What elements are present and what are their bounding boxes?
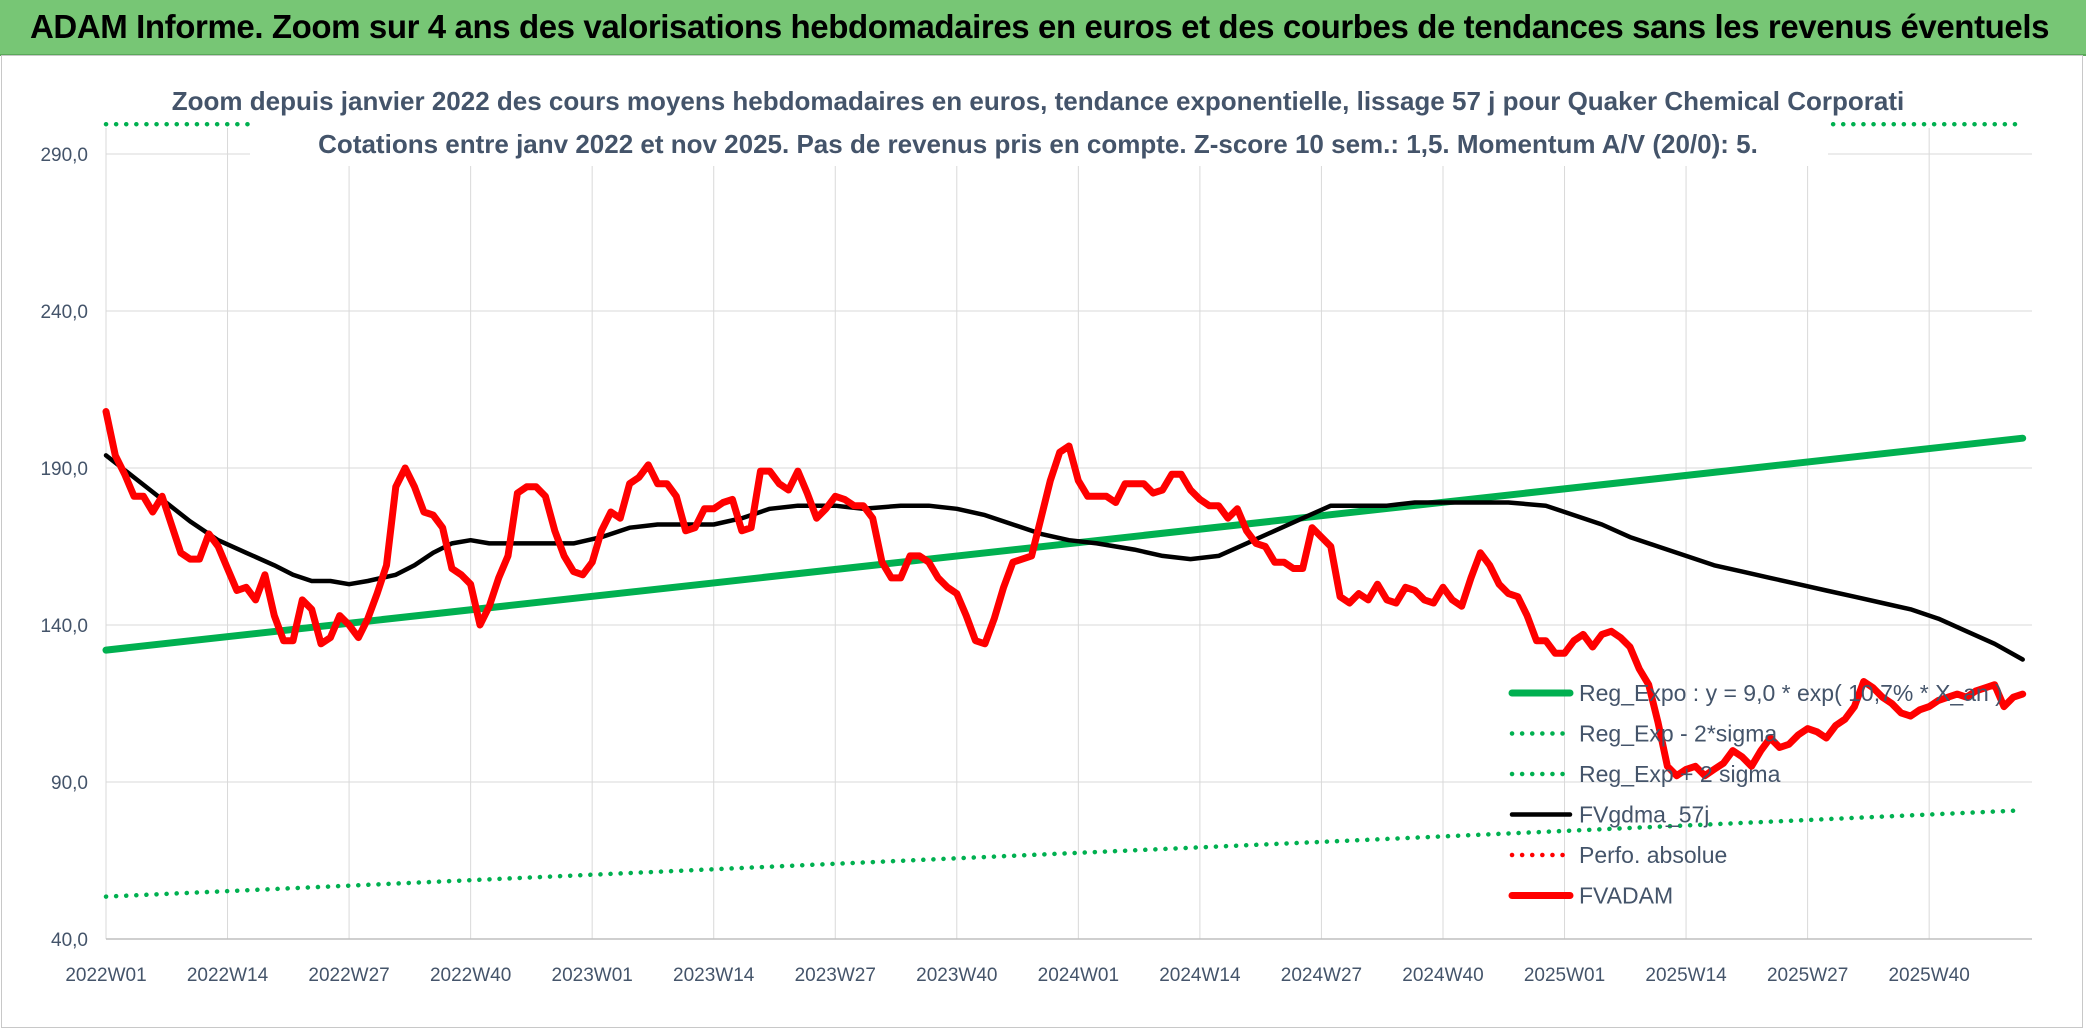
- series-line-0: [102, 434, 2027, 654]
- x-tick-label: 2023W40: [916, 965, 997, 986]
- chart-grid: [105, 128, 2032, 940]
- x-tick-label: 2024W40: [1402, 965, 1483, 986]
- x-tick-label: 2024W27: [1281, 965, 1362, 986]
- report-banner: ADAM Informe. Zoom sur 4 ans des valoris…: [0, 0, 2086, 56]
- y-tick-label: 290,0: [40, 145, 88, 166]
- legend-label-0: Reg_Expo : y = 9,0 * exp( 10,7% * X_an ): [1579, 680, 2003, 706]
- x-tick-label: 2024W14: [1159, 965, 1241, 986]
- x-tick-label: 2024W01: [1038, 965, 1119, 986]
- legend-label-1: Reg_Exp - 2*sigma: [1579, 721, 1777, 747]
- legend-label-4: Perfo. absolue: [1579, 842, 1727, 868]
- legend-label-5: FVADAM: [1579, 883, 1673, 909]
- subtitle-box: [250, 74, 1828, 166]
- x-tick-label: 2023W27: [795, 965, 876, 986]
- chart-subtitle: Cotations entre janv 2022 et nov 2025. P…: [318, 129, 1758, 159]
- y-tick-label: 140,0: [40, 616, 88, 637]
- x-tick-label: 2025W01: [1524, 965, 1605, 986]
- report-title: ADAM Informe. Zoom sur 4 ans des valoris…: [30, 8, 2050, 45]
- x-tick-label: 2022W27: [308, 965, 389, 986]
- legend-label-3: FVgdma_57j: [1579, 802, 1709, 828]
- y-tick-label: 90,0: [51, 773, 88, 794]
- x-tick-label: 2023W01: [552, 965, 633, 986]
- x-tick-label: 2025W27: [1767, 965, 1848, 986]
- x-tick-label: 2022W01: [65, 965, 146, 986]
- y-tick-label: 240,0: [40, 302, 88, 323]
- y-tick-label: 190,0: [40, 459, 88, 480]
- chart-legend: Reg_Expo : y = 9,0 * exp( 10,7% * X_an )…: [1508, 680, 2003, 909]
- y-tick-label: 40,0: [51, 930, 88, 951]
- x-tick-label: 2025W40: [1888, 965, 1969, 986]
- legend-label-2: Reg_Exp + 2 sigma: [1579, 761, 1781, 787]
- series-line-1: [103, 808, 2025, 899]
- x-tick-label: 2025W14: [1645, 965, 1727, 986]
- series-line-3: [103, 453, 2025, 662]
- x-tick-label: 2022W40: [430, 965, 511, 986]
- series-line-5: [102, 408, 2027, 780]
- chart-title: Zoom depuis janvier 2022 des cours moyen…: [172, 86, 1904, 116]
- x-tick-label: 2022W14: [187, 965, 269, 986]
- chart-frame: [1, 55, 2083, 1028]
- x-tick-label: 2023W14: [673, 965, 755, 986]
- chart-axes: 290,0 240,0 190,0 140,0 90,0 40,0 2022W01 2022W…: [40, 145, 2032, 986]
